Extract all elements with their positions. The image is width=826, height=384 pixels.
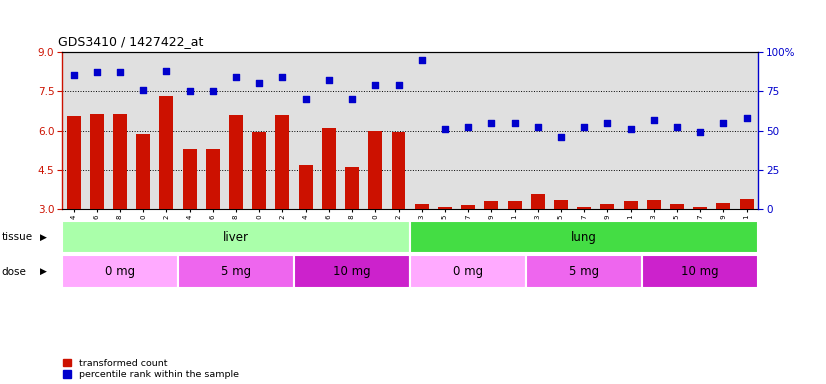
- Point: [322, 77, 335, 83]
- Bar: [484, 202, 498, 209]
- Bar: [410, 221, 758, 253]
- Point: [230, 74, 243, 80]
- Point: [159, 68, 173, 74]
- Bar: [294, 255, 410, 288]
- Bar: [508, 202, 521, 209]
- Bar: [716, 203, 730, 209]
- Point: [368, 82, 382, 88]
- Text: liver: liver: [223, 231, 249, 243]
- Text: ▶: ▶: [40, 267, 46, 276]
- Point: [624, 126, 637, 132]
- Text: GDS3410 / 1427422_at: GDS3410 / 1427422_at: [58, 35, 203, 48]
- Bar: [62, 221, 410, 253]
- Bar: [643, 255, 758, 288]
- Point: [392, 82, 405, 88]
- Bar: [178, 255, 294, 288]
- Text: 10 mg: 10 mg: [333, 265, 371, 278]
- Point: [206, 88, 220, 94]
- Bar: [136, 134, 150, 209]
- Bar: [206, 149, 220, 209]
- Text: 0 mg: 0 mg: [105, 265, 135, 278]
- Point: [253, 80, 266, 86]
- Bar: [531, 194, 544, 209]
- Bar: [693, 207, 707, 209]
- Point: [345, 96, 358, 102]
- Bar: [90, 114, 104, 209]
- Bar: [415, 204, 429, 209]
- Point: [601, 120, 614, 126]
- Bar: [229, 115, 243, 209]
- Point: [299, 96, 312, 102]
- Bar: [159, 96, 173, 209]
- Bar: [624, 202, 638, 209]
- Point: [136, 86, 150, 93]
- Bar: [740, 199, 753, 209]
- Bar: [461, 205, 475, 209]
- Bar: [322, 128, 336, 209]
- Bar: [410, 255, 526, 288]
- Bar: [392, 132, 406, 209]
- Legend: transformed count, percentile rank within the sample: transformed count, percentile rank withi…: [63, 359, 239, 379]
- Point: [276, 74, 289, 80]
- Point: [671, 124, 684, 131]
- Bar: [526, 255, 643, 288]
- Point: [717, 120, 730, 126]
- Text: 5 mg: 5 mg: [221, 265, 251, 278]
- Bar: [183, 149, 197, 209]
- Bar: [577, 207, 591, 209]
- Bar: [554, 200, 568, 209]
- Bar: [252, 132, 266, 209]
- Text: 10 mg: 10 mg: [681, 265, 719, 278]
- Text: 0 mg: 0 mg: [453, 265, 483, 278]
- Point: [90, 69, 103, 75]
- Point: [554, 134, 567, 140]
- Point: [485, 120, 498, 126]
- Point: [415, 56, 429, 63]
- Point: [462, 124, 475, 131]
- Point: [113, 69, 126, 75]
- Bar: [113, 114, 127, 209]
- Point: [508, 120, 521, 126]
- Bar: [345, 167, 359, 209]
- Bar: [368, 131, 382, 209]
- Point: [648, 116, 661, 122]
- Bar: [62, 255, 178, 288]
- Text: tissue: tissue: [2, 232, 33, 242]
- Point: [577, 124, 591, 131]
- Bar: [601, 204, 615, 209]
- Point: [740, 115, 753, 121]
- Text: dose: dose: [2, 266, 26, 277]
- Text: ▶: ▶: [40, 233, 46, 242]
- Text: 5 mg: 5 mg: [569, 265, 599, 278]
- Point: [183, 88, 197, 94]
- Bar: [299, 165, 312, 209]
- Text: lung: lung: [572, 231, 597, 243]
- Bar: [670, 204, 684, 209]
- Bar: [67, 116, 80, 209]
- Point: [67, 73, 80, 79]
- Point: [439, 126, 452, 132]
- Bar: [438, 207, 452, 209]
- Bar: [276, 115, 289, 209]
- Point: [694, 129, 707, 135]
- Point: [531, 124, 544, 131]
- Bar: [647, 200, 661, 209]
